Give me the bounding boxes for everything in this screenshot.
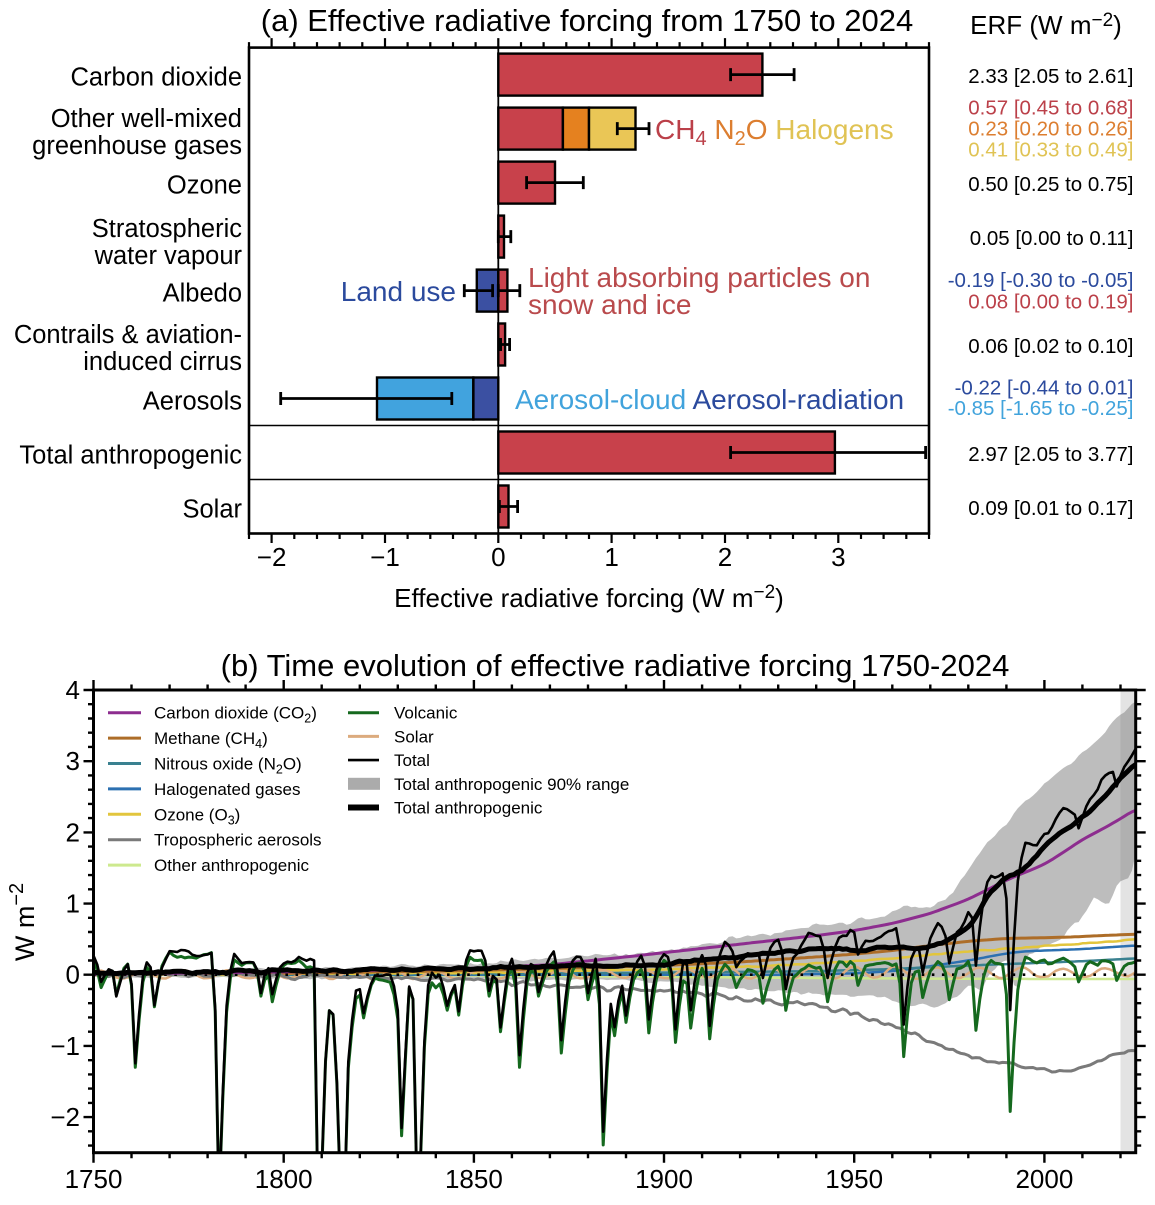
svg-text:0.05 [0.00 to 0.11]: 0.05 [0.00 to 0.11]	[970, 227, 1134, 250]
svg-text:3: 3	[66, 746, 80, 776]
svg-text:Land use: Land use	[341, 276, 456, 307]
svg-text:Carbon dioxide: Carbon dioxide	[70, 64, 242, 92]
svg-text:0: 0	[66, 960, 80, 990]
svg-text:2.97 [2.05 to 3.77]: 2.97 [2.05 to 3.77]	[968, 443, 1133, 466]
svg-text:2000: 2000	[1015, 1164, 1073, 1194]
svg-text:Total anthropogenic: Total anthropogenic	[394, 799, 543, 818]
svg-text:Aerosol-cloud Aerosol-radiatio: Aerosol-cloud Aerosol-radiation	[515, 384, 904, 415]
svg-text:−1: −1	[50, 1031, 80, 1061]
svg-text:−1: −1	[370, 542, 400, 572]
svg-text:CH4 N2O Halogens: CH4 N2O Halogens	[655, 114, 894, 150]
svg-text:0.57 [0.45 to 0.68]: 0.57 [0.45 to 0.68]	[968, 97, 1133, 120]
svg-text:−2: −2	[50, 1102, 80, 1132]
svg-text:greenhouse gases: greenhouse gases	[32, 132, 242, 160]
svg-text:Effective radiative forcing (W: Effective radiative forcing (W m−2)	[394, 582, 784, 613]
svg-text:Ozone (O3): Ozone (O3)	[154, 805, 240, 827]
svg-text:1950: 1950	[825, 1164, 883, 1194]
svg-text:Total anthropogenic 90% range: Total anthropogenic 90% range	[394, 775, 629, 794]
svg-text:0.06 [0.02 to 0.10]: 0.06 [0.02 to 0.10]	[968, 335, 1133, 358]
svg-text:Other anthropogenic: Other anthropogenic	[154, 856, 309, 875]
svg-text:Halogenated gases: Halogenated gases	[154, 780, 301, 799]
svg-text:Light absorbing particles on: Light absorbing particles on	[528, 262, 870, 293]
svg-text:0.23 [0.20 to 0.26]: 0.23 [0.20 to 0.26]	[968, 118, 1133, 141]
svg-text:1800: 1800	[255, 1164, 313, 1194]
svg-text:0.50 [0.25 to 0.75]: 0.50 [0.25 to 0.75]	[968, 173, 1133, 196]
svg-text:2: 2	[66, 817, 80, 847]
svg-text:1: 1	[66, 889, 80, 919]
svg-text:(a) Effective radiative forcin: (a) Effective radiative forcing from 175…	[261, 3, 914, 38]
svg-text:Aerosols: Aerosols	[143, 388, 242, 416]
svg-text:(b) Time evolution of effectiv: (b) Time evolution of effective radiativ…	[221, 648, 1010, 683]
svg-text:1750: 1750	[65, 1164, 123, 1194]
svg-text:1850: 1850	[445, 1164, 503, 1194]
svg-text:Volcanic: Volcanic	[394, 704, 458, 723]
svg-text:1900: 1900	[635, 1164, 693, 1194]
svg-text:0: 0	[491, 542, 505, 572]
svg-text:induced cirrus: induced cirrus	[83, 348, 242, 376]
svg-text:Methane (CH4): Methane (CH4)	[154, 729, 268, 751]
svg-text:Nitrous oxide (N2O): Nitrous oxide (N2O)	[154, 755, 302, 777]
svg-text:2: 2	[718, 542, 732, 572]
svg-text:1: 1	[604, 542, 618, 572]
svg-text:Total anthropogenic: Total anthropogenic	[19, 442, 242, 470]
svg-text:0.41 [0.33 to 0.49]: 0.41 [0.33 to 0.49]	[968, 139, 1133, 162]
svg-text:Stratospheric: Stratospheric	[92, 215, 242, 243]
svg-text:Contrails & aviation-: Contrails & aviation-	[14, 321, 242, 349]
svg-text:water vapour: water vapour	[94, 242, 243, 270]
svg-text:0.08 [0.00 to 0.19]: 0.08 [0.00 to 0.19]	[968, 291, 1133, 314]
svg-text:3: 3	[831, 542, 845, 572]
svg-text:Other well-mixed: Other well-mixed	[51, 105, 242, 133]
svg-text:0.09 [0.01 to 0.17]: 0.09 [0.01 to 0.17]	[968, 497, 1133, 520]
svg-text:Total: Total	[394, 751, 430, 770]
svg-text:Tropospheric aerosols: Tropospheric aerosols	[154, 831, 322, 850]
svg-text:2.33 [2.05 to 2.61]: 2.33 [2.05 to 2.61]	[968, 65, 1133, 88]
svg-text:-0.85 [-1.65 to -0.25]: -0.85 [-1.65 to -0.25]	[948, 397, 1134, 420]
svg-text:4: 4	[66, 675, 80, 705]
svg-text:snow and ice: snow and ice	[528, 289, 691, 320]
svg-text:-0.22 [-0.44 to 0.01]: -0.22 [-0.44 to 0.01]	[955, 377, 1134, 400]
svg-text:Albedo: Albedo	[163, 280, 242, 308]
svg-text:−2: −2	[257, 542, 287, 572]
svg-text:Solar: Solar	[182, 496, 242, 524]
svg-text:Ozone: Ozone	[167, 172, 242, 200]
svg-text:Carbon dioxide (CO2): Carbon dioxide (CO2)	[154, 704, 317, 726]
svg-text:Solar: Solar	[394, 727, 434, 746]
svg-text:-0.19 [-0.30 to -0.05]: -0.19 [-0.30 to -0.05]	[948, 269, 1134, 292]
